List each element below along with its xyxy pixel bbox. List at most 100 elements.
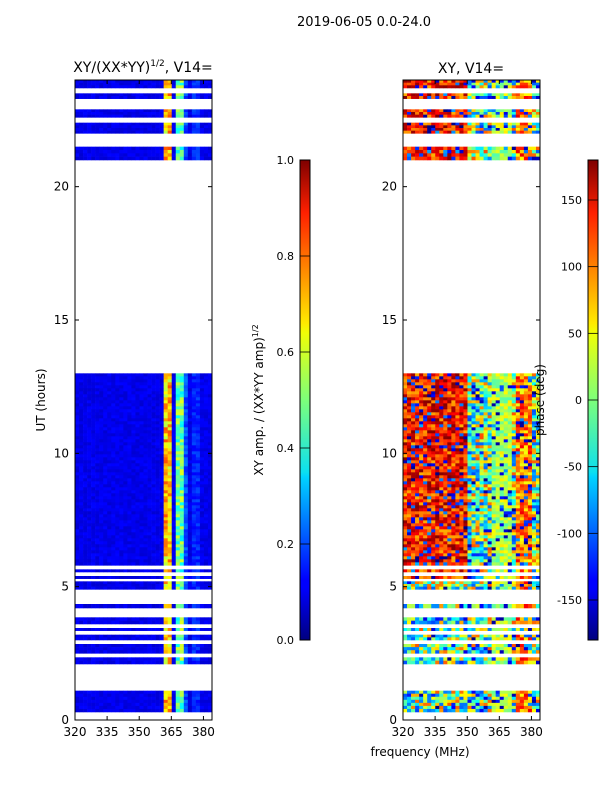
- heatmap-cell: [531, 406, 537, 410]
- heatmap-cell: [163, 427, 168, 431]
- heatmap-block: [403, 628, 540, 631]
- heatmap-cell: [75, 397, 80, 401]
- heatmap-cell: [447, 376, 452, 380]
- heatmap-cell: [531, 400, 537, 404]
- heatmap-cell: [123, 647, 128, 651]
- heatmap-cell: [471, 586, 476, 590]
- heatmap-cell: [431, 634, 436, 638]
- heatmap-cell: [171, 660, 177, 665]
- heatmap-cell: [139, 493, 144, 497]
- heatmap-cell: [83, 702, 88, 707]
- heatmap-cell: [143, 532, 148, 536]
- heatmap-cell: [91, 708, 96, 713]
- heatmap-cell: [111, 463, 116, 467]
- heatmap-cell: [183, 373, 189, 377]
- heatmap-cell: [207, 604, 212, 609]
- heatmap-cell: [131, 460, 136, 464]
- heatmap-cell: [127, 660, 132, 665]
- heatmap-cell: [431, 708, 436, 713]
- heatmap-cell: [455, 415, 460, 419]
- heatmap-cell: [199, 559, 205, 563]
- heatmap-cell: [75, 544, 80, 548]
- heatmap-cell: [419, 391, 424, 395]
- heatmap-cell: [75, 499, 80, 503]
- heatmap-cell: [131, 457, 136, 461]
- heatmap-cell: [403, 581, 408, 585]
- heatmap-cell: [159, 469, 164, 473]
- heatmap-cell: [531, 403, 537, 407]
- heatmap-cell: [455, 373, 460, 377]
- heatmap-cell: [115, 128, 120, 131]
- heatmap-cell: [159, 418, 164, 422]
- heatmap-cell: [159, 409, 164, 413]
- heatmap-cell: [455, 388, 460, 392]
- heatmap-cell: [111, 436, 116, 440]
- heatmap-cell: [195, 481, 201, 485]
- heatmap-cell: [135, 634, 140, 638]
- heatmap-cell: [115, 505, 120, 509]
- heatmap-cell: [91, 406, 96, 410]
- heatmap-cell: [187, 457, 193, 461]
- heatmap-cell: [183, 153, 189, 157]
- heatmap-cell: [135, 532, 140, 536]
- heatmap-cell: [419, 604, 424, 609]
- heatmap-cell: [475, 586, 480, 590]
- heatmap-cell: [155, 445, 160, 449]
- heatmap-cell: [427, 382, 432, 386]
- heatmap-cell: [407, 373, 412, 377]
- heatmap-cell: [535, 660, 540, 665]
- heatmap-cell: [99, 562, 104, 566]
- heatmap-cell: [107, 523, 112, 527]
- heatmap-cell: [483, 569, 488, 573]
- heatmap-cell: [91, 130, 96, 134]
- heatmap-cell: [163, 541, 168, 545]
- heatmap-cell: [199, 146, 205, 151]
- heatmap-cell: [79, 576, 84, 579]
- heatmap-cell: [531, 702, 537, 707]
- heatmap-cell: [439, 699, 444, 704]
- heatmap-cell: [447, 412, 452, 416]
- heatmap-cell: [447, 382, 452, 386]
- heatmap-cell: [139, 604, 144, 609]
- heatmap-cell: [151, 517, 156, 521]
- heatmap-cell: [87, 415, 92, 419]
- heatmap-cell: [515, 620, 521, 625]
- heatmap-cell: [515, 660, 521, 665]
- heatmap-cell: [463, 424, 468, 428]
- heatmap-cell: [143, 660, 148, 665]
- heatmap-cell: [103, 415, 108, 419]
- heatmap-cell: [203, 466, 209, 470]
- heatmap-cell: [167, 644, 173, 648]
- heatmap-cell: [463, 406, 468, 410]
- heatmap-cell: [207, 520, 212, 524]
- heatmap-cell: [479, 660, 484, 665]
- heatmap-cell: [531, 699, 537, 704]
- heatmap-cell: [523, 650, 529, 654]
- heatmap-cell: [159, 424, 164, 428]
- heatmap-cell: [155, 394, 160, 398]
- heatmap-cell: [167, 469, 173, 473]
- heatmap-cell: [143, 156, 148, 161]
- heatmap-cell: [175, 544, 181, 548]
- heatmap-cell: [167, 526, 173, 530]
- heatmap-cell: [499, 628, 505, 631]
- heatmap-cell: [135, 693, 140, 698]
- heatmap-cell: [151, 550, 156, 554]
- heatmap-cell: [411, 604, 416, 609]
- heatmap-cell: [111, 620, 116, 625]
- heatmap-cell: [143, 538, 148, 542]
- heatmap-cell: [163, 637, 168, 641]
- heatmap-cell: [207, 581, 212, 585]
- heatmap-cell: [151, 445, 156, 449]
- heatmap-cell: [451, 586, 456, 590]
- heatmap-cell: [147, 156, 152, 161]
- heatmap-cell: [503, 705, 509, 710]
- heatmap-cell: [87, 403, 92, 407]
- heatmap-cell: [95, 584, 100, 587]
- heatmap-cell: [207, 496, 212, 500]
- heatmap-cell: [119, 130, 124, 134]
- heatmap-cell: [527, 699, 533, 704]
- heatmap-cell: [159, 388, 164, 392]
- heatmap-cell: [147, 511, 152, 515]
- heatmap-cell: [135, 478, 140, 482]
